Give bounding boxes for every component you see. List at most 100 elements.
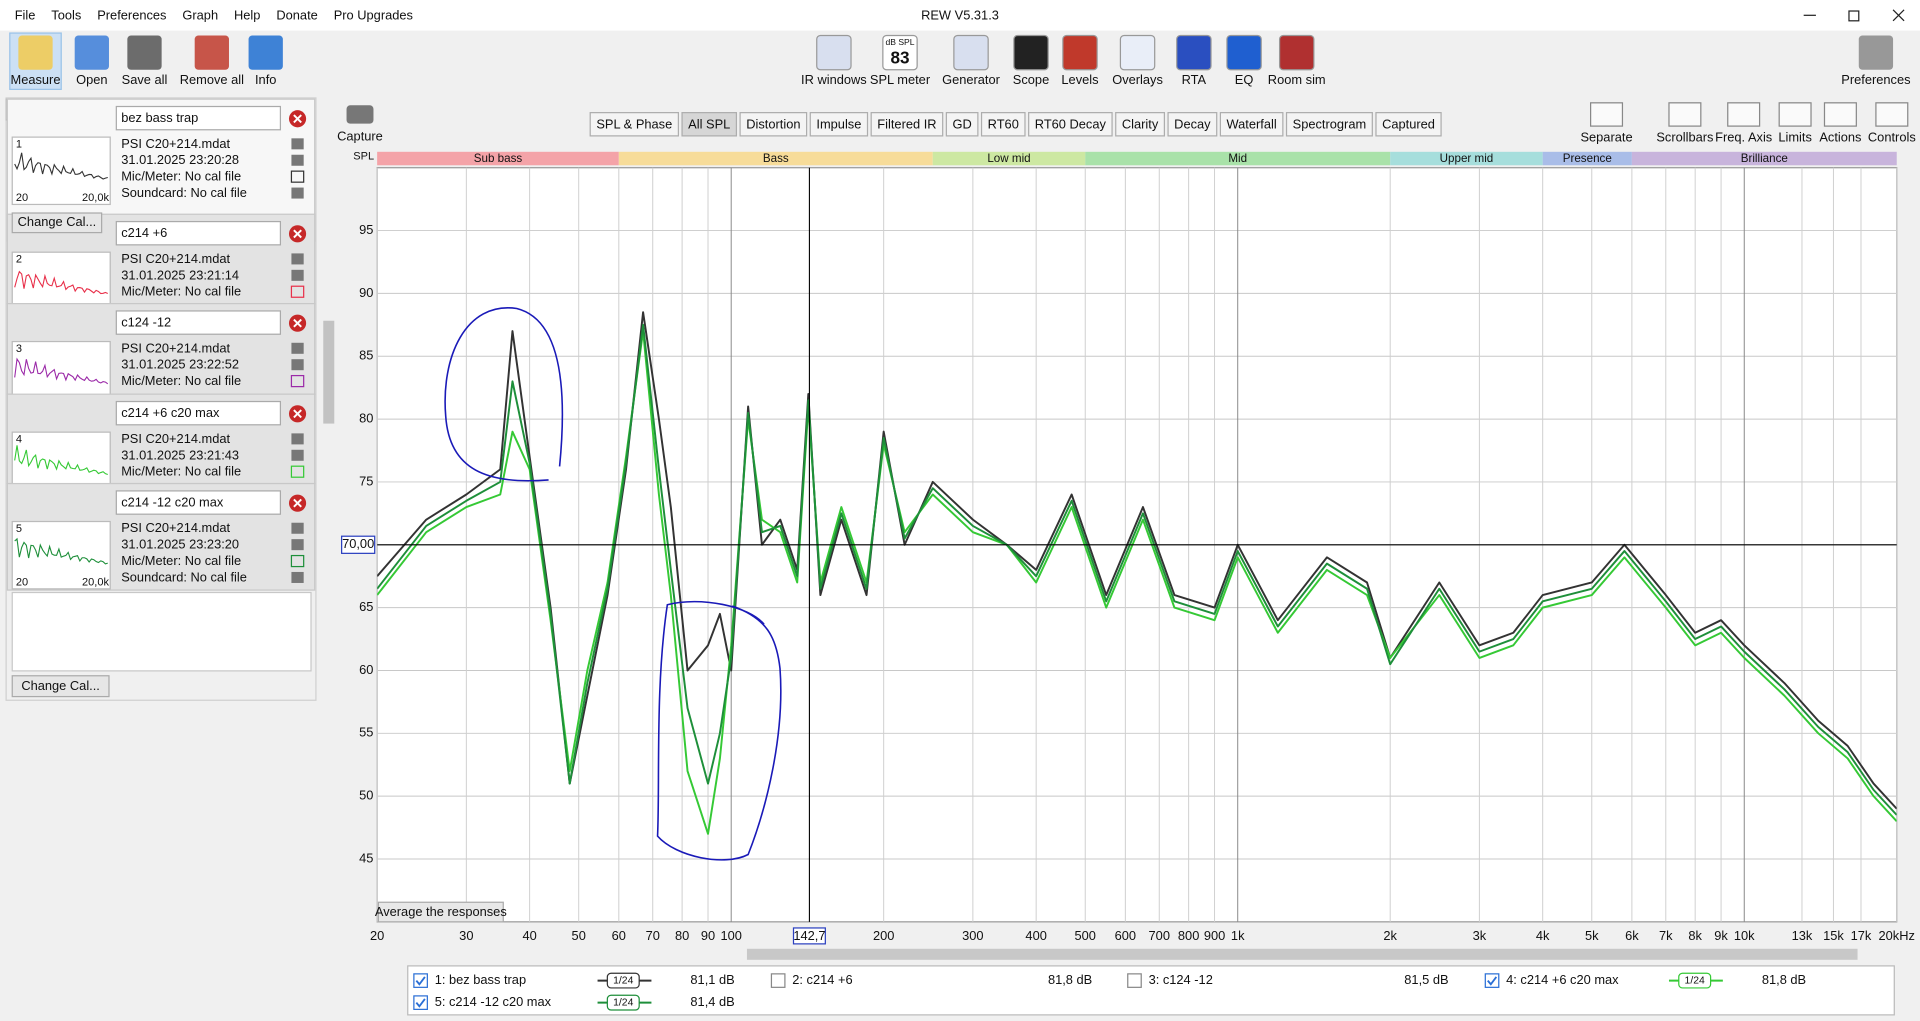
thumbnail-curve [14, 357, 109, 385]
tab-label[interactable]: GD [952, 116, 971, 131]
legend-checkbox[interactable] [413, 995, 428, 1010]
toolbar-button[interactable]: SPL meter [870, 72, 931, 87]
tab[interactable] [945, 112, 979, 137]
change-cal-button[interactable] [11, 675, 110, 698]
tab-label[interactable]: RT60 Decay [1035, 116, 1107, 131]
tab-label[interactable]: RT60 [988, 116, 1019, 131]
close[interactable] [1892, 9, 1905, 22]
measurement-info: Mic/Meter: No cal file [121, 373, 241, 388]
change-cal-label[interactable]: Change Cal... [18, 214, 97, 229]
smoothing-label[interactable]: 1/24 [613, 997, 633, 1008]
tab[interactable] [1285, 112, 1373, 137]
restore[interactable] [1848, 10, 1860, 22]
item-icon [291, 269, 304, 281]
menu-item[interactable]: Pro Upgrades [334, 7, 413, 22]
tab-label[interactable]: Filtered IR [877, 116, 936, 131]
tab[interactable] [1028, 112, 1113, 137]
tab[interactable] [1375, 112, 1442, 137]
window-controls[interactable] [1803, 9, 1905, 22]
toolbar-button[interactable]: Generator [942, 72, 1001, 87]
sidebar-scroll-thumb[interactable] [323, 320, 335, 424]
annotation-circle [656, 600, 782, 861]
name-field[interactable] [115, 105, 282, 131]
graph-tool-button[interactable]: Separate [1580, 130, 1632, 145]
name-field[interactable] [115, 310, 282, 335]
graph-tool-button[interactable]: Controls [1868, 130, 1916, 145]
tab[interactable] [980, 112, 1026, 137]
item-icon [290, 554, 305, 568]
y-axis-label: SPL [353, 151, 374, 163]
x-tick-label: 13k [1792, 928, 1813, 943]
measurement-name[interactable]: bez bass trap [121, 110, 198, 125]
toolbar-button[interactable]: Levels [1061, 72, 1098, 87]
toolbar-button[interactable]: Room sim [1268, 72, 1326, 87]
tab[interactable] [1115, 112, 1166, 137]
legend-checkbox[interactable] [1127, 973, 1142, 988]
graph-tool-button[interactable]: Limits [1778, 130, 1812, 145]
delete-x [293, 318, 302, 328]
average-button[interactable] [377, 901, 504, 923]
change-cal-label[interactable]: Change Cal... [21, 678, 100, 693]
graph-tool-icon [1590, 102, 1624, 127]
x-tick-label: 8k [1688, 928, 1702, 943]
tab-label[interactable]: Waterfall [1227, 116, 1277, 131]
measurement-name[interactable]: c124 -12 [121, 315, 171, 330]
smoothing-label[interactable]: 1/24 [1685, 975, 1705, 986]
h-scroll-thumb[interactable] [746, 948, 1858, 960]
measurement-name[interactable]: c214 +6 c20 max [121, 405, 220, 420]
x-tick-label: 700 [1149, 928, 1170, 943]
tab[interactable] [739, 112, 808, 137]
x-tick-label: 17k [1851, 928, 1872, 943]
change-cal-button[interactable] [11, 212, 103, 234]
tab-label[interactable]: Decay [1174, 116, 1211, 131]
name-field[interactable] [115, 490, 282, 515]
tab-label[interactable]: Captured [1382, 116, 1435, 131]
tab-label[interactable]: Impulse [816, 116, 861, 131]
toolbar-button[interactable]: IR windows [801, 72, 867, 87]
toolbar-button[interactable]: Preferences [1841, 72, 1910, 87]
legend-checkbox[interactable] [413, 973, 428, 988]
menu-item[interactable]: File [15, 7, 36, 22]
tab-label[interactable]: Spectrogram [1293, 116, 1367, 131]
menu-item[interactable]: Tools [51, 7, 81, 22]
toolbar-button[interactable]: Save all [122, 72, 168, 87]
toolbar-button[interactable]: Remove all [180, 72, 244, 87]
measurement-name[interactable]: c214 -12 c20 max [121, 495, 224, 510]
tab-label[interactable]: Clarity [1122, 116, 1159, 131]
capture-button[interactable]: Capture [337, 129, 383, 144]
tab[interactable] [589, 112, 679, 137]
tab[interactable] [681, 112, 738, 137]
smoothing-label[interactable]: 1/24 [613, 975, 633, 986]
tab[interactable] [809, 112, 869, 137]
measurement-name[interactable]: c214 +6 [121, 225, 167, 240]
tab[interactable] [1219, 112, 1284, 137]
tab-label[interactable]: Distortion [746, 116, 800, 131]
tab-label[interactable]: All SPL [688, 116, 730, 131]
sidebar-scrollbar[interactable] [323, 165, 335, 921]
menu-item[interactable]: Help [234, 7, 260, 22]
average-label[interactable]: Average the responses [375, 904, 507, 919]
toolbar-button[interactable]: Scope [1013, 72, 1049, 87]
tab[interactable] [870, 112, 944, 137]
toolbar-button[interactable]: Overlays [1112, 72, 1163, 87]
legend-panel [407, 965, 1895, 1016]
toolbar-button[interactable]: Measure [11, 72, 61, 87]
tab-label[interactable]: SPL & Phase [596, 116, 672, 131]
menu-item[interactable]: Donate [276, 7, 317, 22]
legend-checkbox[interactable] [770, 973, 786, 988]
tab[interactable] [1167, 112, 1218, 137]
graph-tool-button[interactable]: Scrollbars [1656, 130, 1713, 145]
x-tick-label: 15k [1823, 928, 1844, 943]
name-field[interactable] [115, 220, 282, 246]
name-field[interactable] [115, 400, 282, 426]
toolbar-button[interactable]: EQ [1235, 72, 1254, 87]
legend-checkbox[interactable] [1484, 973, 1500, 988]
graph-tool-button[interactable]: Freq. Axis [1715, 130, 1772, 145]
menu-item[interactable]: Preferences [97, 7, 166, 22]
toolbar-button[interactable]: Info [255, 72, 276, 87]
toolbar-button[interactable]: Open [76, 72, 107, 87]
graph-tool-button[interactable]: Actions [1819, 130, 1861, 145]
x-tick-label: 90 [701, 928, 715, 943]
menu-item[interactable]: Graph [182, 7, 218, 22]
toolbar-button[interactable]: RTA [1182, 72, 1207, 87]
